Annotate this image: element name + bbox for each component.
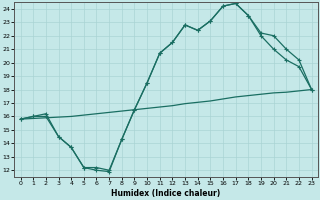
X-axis label: Humidex (Indice chaleur): Humidex (Indice chaleur) — [111, 189, 221, 198]
